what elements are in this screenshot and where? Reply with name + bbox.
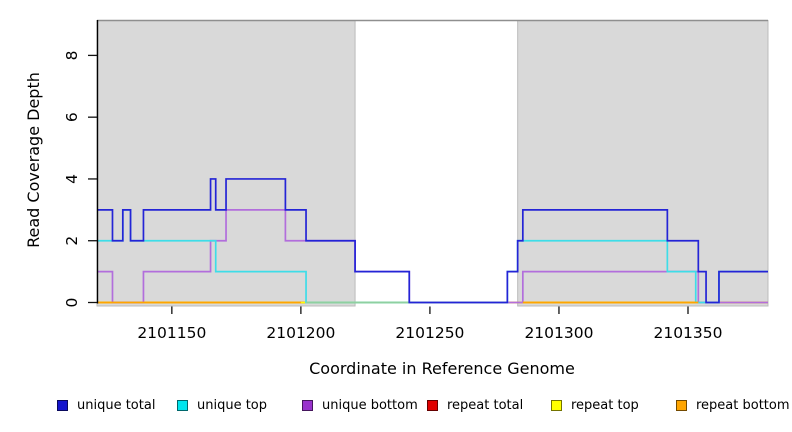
y-tick-label: 2 [63,236,81,246]
legend-item-repeat-bottom: repeat bottom [676,397,790,413]
legend-swatch-icon [427,399,438,411]
x-tick-label: 2101350 [653,324,722,342]
repeat-region-shading [517,20,769,307]
legend-label: unique top [197,397,268,413]
legend-label: unique total [77,397,156,413]
x-axis-title: Coordinate in Reference Genome [309,359,575,378]
legend-label: repeat bottom [696,397,790,413]
y-axis-title: Read Coverage Depth [24,72,43,248]
legend-swatch-icon [57,399,68,411]
legend-swatch-icon [302,399,313,411]
y-tick-label: 4 [63,174,81,184]
series-line-unique-bottom [97,208,768,304]
repeat-region-shading [96,20,356,307]
legend-item-repeat-top: repeat top [551,397,639,413]
legend-swatch-icon [551,399,562,411]
legend-item-repeat-total: repeat total [427,397,524,413]
x-tick-label: 2101250 [395,324,464,342]
legend-item-unique-bottom: unique bottom [302,397,418,413]
x-tick-label: 2101150 [137,324,206,342]
y-tick-label: 6 [63,112,81,122]
legend-label: repeat top [571,397,639,413]
legend-swatch-icon [676,399,687,411]
legend-item-unique-total: unique total [57,397,156,413]
y-tick-label: 0 [63,298,81,308]
x-tick-label: 2101200 [266,324,335,342]
legend-label: unique bottom [322,397,418,413]
legend-item-unique-top: unique top [177,397,268,413]
legend-swatch-icon [177,399,188,411]
series-line-unique-total [97,178,768,304]
x-tick-label: 2101300 [524,324,593,342]
legend-label: repeat total [447,397,524,413]
y-tick-label: 8 [63,50,81,60]
